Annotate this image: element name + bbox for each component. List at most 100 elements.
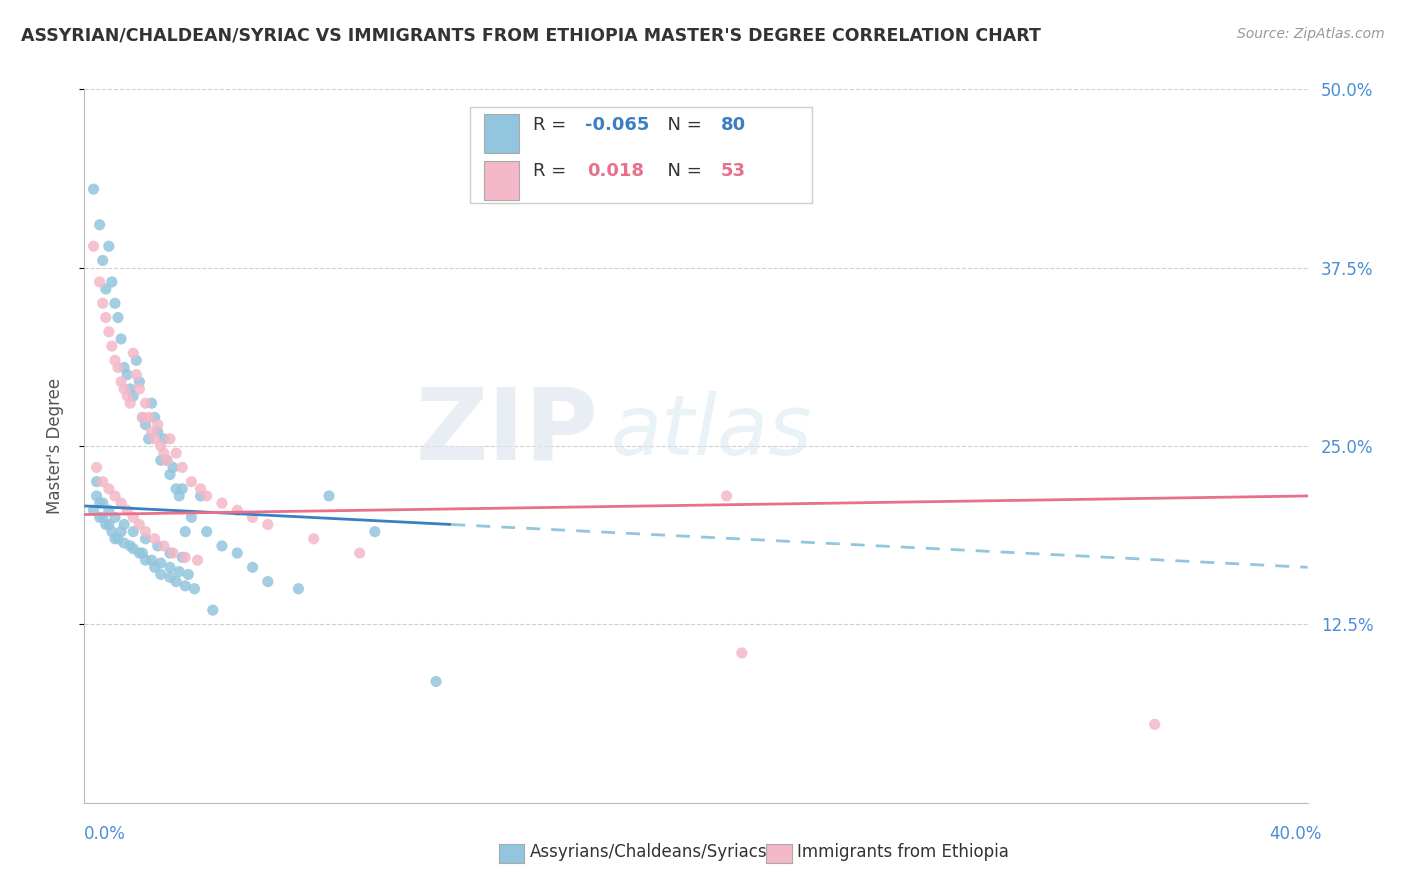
Point [149,439,172,453]
Point [143,560,166,574]
Text: 0.018: 0.018 [588,162,644,180]
Point [167,489,190,503]
Point [135,524,157,539]
Point [165,482,187,496]
Point [146,417,169,432]
Point [107,310,129,325]
Point [143,410,166,425]
Point [128,517,150,532]
Point [174,524,197,539]
Point [83,239,105,253]
Text: 40.0%: 40.0% [1270,825,1322,843]
Point [122,524,145,539]
Point [91,510,114,524]
FancyBboxPatch shape [470,107,813,203]
Point [242,510,264,524]
Point [138,410,160,425]
Point [302,532,325,546]
Point [716,489,738,503]
Y-axis label: Master's Degree: Master's Degree [45,378,63,514]
Point [107,360,129,375]
Point [120,382,142,396]
Text: Source: ZipAtlas.com: Source: ZipAtlas.com [1237,27,1385,41]
Point [83,182,105,196]
Text: N =: N = [655,162,707,180]
Point [349,546,371,560]
Point [128,382,150,396]
Point [125,368,148,382]
Point [110,496,132,510]
Point [165,446,187,460]
Point [112,382,135,396]
FancyBboxPatch shape [484,114,519,153]
Point [364,524,387,539]
Text: 80: 80 [720,116,745,134]
Point [122,389,145,403]
Point [180,475,202,489]
Point [1143,717,1166,731]
Point [110,332,132,346]
Point [172,550,194,565]
Point [425,674,447,689]
Point [135,532,157,546]
Point [83,503,105,517]
Text: ZIP: ZIP [415,384,598,480]
Point [138,432,160,446]
Text: R =: R = [533,116,572,134]
Point [177,567,200,582]
Point [149,556,172,570]
Point [112,360,135,375]
Point [128,375,150,389]
Point [89,218,111,232]
Point [143,532,166,546]
Point [122,541,145,556]
Point [110,524,132,539]
Point [115,389,138,403]
Point [257,574,280,589]
Point [135,396,157,410]
Point [89,510,111,524]
Point [104,353,127,368]
Point [149,567,172,582]
Text: -0.065: -0.065 [585,116,650,134]
Point [211,539,233,553]
Point [174,550,197,565]
Point [162,460,184,475]
Point [131,546,153,560]
Point [162,546,184,560]
Point [287,582,309,596]
Point [131,410,153,425]
Point [104,532,127,546]
Point [156,453,179,467]
Point [89,275,111,289]
Point [97,325,120,339]
Text: Immigrants from Ethiopia: Immigrants from Ethiopia [797,843,1010,861]
Point [211,496,233,510]
Point [86,489,108,503]
Point [101,524,124,539]
Point [94,517,117,532]
Point [135,417,157,432]
Point [159,432,181,446]
Text: Assyrians/Chaldeans/Syriacs: Assyrians/Chaldeans/Syriacs [530,843,768,861]
Point [153,539,176,553]
Point [159,546,181,560]
Point [112,517,135,532]
Point [159,570,181,584]
Text: 53: 53 [720,162,745,180]
Point [94,282,117,296]
Point [141,396,163,410]
Point [159,560,181,574]
Text: ASSYRIAN/CHALDEAN/SYRIAC VS IMMIGRANTS FROM ETHIOPIA MASTER'S DEGREE CORRELATION: ASSYRIAN/CHALDEAN/SYRIAC VS IMMIGRANTS F… [21,27,1040,45]
Point [172,482,194,496]
Point [86,475,108,489]
Point [201,603,224,617]
Point [242,560,264,574]
Point [135,553,157,567]
Point [89,496,111,510]
Point [257,517,280,532]
Point [104,296,127,310]
Point [97,517,120,532]
Point [183,582,205,596]
Point [153,432,176,446]
